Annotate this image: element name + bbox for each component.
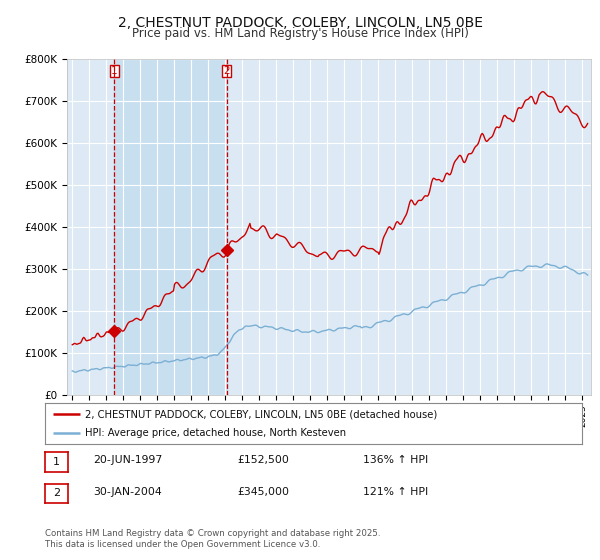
Text: Contains HM Land Registry data © Crown copyright and database right 2025.
This d: Contains HM Land Registry data © Crown c… <box>45 529 380 549</box>
Text: £152,500: £152,500 <box>237 455 289 465</box>
Text: 2: 2 <box>53 488 60 498</box>
Text: 2: 2 <box>223 66 230 76</box>
Text: 2, CHESTNUT PADDOCK, COLEBY, LINCOLN, LN5 0BE: 2, CHESTNUT PADDOCK, COLEBY, LINCOLN, LN… <box>118 16 482 30</box>
Text: 1: 1 <box>53 457 60 467</box>
Text: 1: 1 <box>111 66 118 76</box>
Text: HPI: Average price, detached house, North Kesteven: HPI: Average price, detached house, Nort… <box>85 428 346 437</box>
Bar <box>115 59 227 395</box>
Text: £345,000: £345,000 <box>237 487 289 497</box>
Text: 30-JAN-2004: 30-JAN-2004 <box>93 487 162 497</box>
Text: 2, CHESTNUT PADDOCK, COLEBY, LINCOLN, LN5 0BE (detached house): 2, CHESTNUT PADDOCK, COLEBY, LINCOLN, LN… <box>85 409 437 419</box>
Text: 136% ↑ HPI: 136% ↑ HPI <box>363 455 428 465</box>
Text: 20-JUN-1997: 20-JUN-1997 <box>93 455 162 465</box>
Text: 121% ↑ HPI: 121% ↑ HPI <box>363 487 428 497</box>
Text: Price paid vs. HM Land Registry's House Price Index (HPI): Price paid vs. HM Land Registry's House … <box>131 27 469 40</box>
